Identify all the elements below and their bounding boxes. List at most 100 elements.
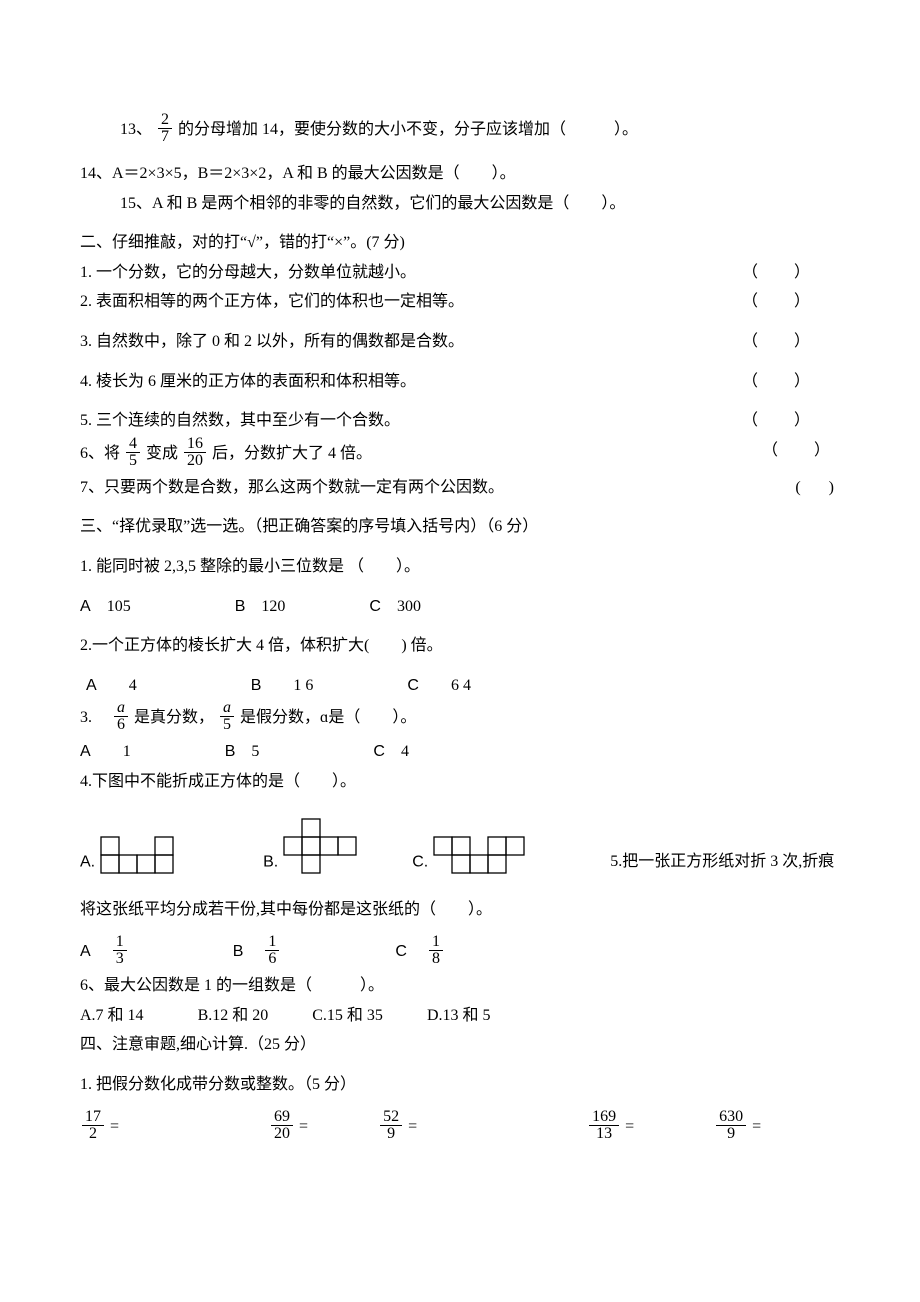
sec3-q2-C: C 6 4 xyxy=(407,673,471,699)
sec2-item-2-text: 2. 表面积相等的两个正方体，它们的体积也一定相等。 xyxy=(80,289,464,315)
s4f4d: 13 xyxy=(589,1126,619,1142)
sec2-title: 二、仔细推敲，对的打“√”，错的打“×”。(7 分) xyxy=(80,230,840,256)
sec2-item-1-text: 1. 一个分数，它的分母越大，分数单位就越小。 xyxy=(80,260,416,286)
sec2-item-2-paren: （ ） xyxy=(742,289,840,315)
sec4-frac-2: 6920 = xyxy=(269,1111,308,1144)
sec2-item-1-paren: （ ） xyxy=(742,260,840,286)
sec3-q2-C-val: 6 4 xyxy=(451,673,471,699)
sec4-eq-2: = xyxy=(299,1119,308,1136)
sec3-q1-C: C 300 xyxy=(369,594,421,620)
sec2-item-3-text: 3. 自然数中，除了 0 和 2 以外，所有的偶数都是合数。 xyxy=(80,329,464,355)
sec3-q3-f1-den: 6 xyxy=(114,717,128,733)
sec3-q6-A: A.7 和 14 xyxy=(80,1003,144,1029)
sec4-frac-1: 172 = xyxy=(80,1111,119,1144)
sec2-6-f2-den: 20 xyxy=(184,453,206,469)
sec3-q5-C-den: 8 xyxy=(429,951,443,967)
sec3-q5-stem-a: 5.把一张正方形纸对折 3 次,折痕 xyxy=(610,849,834,875)
sec3-q2-B-val: 1 6 xyxy=(293,673,313,699)
sec4-title: 四、注意审题,细心计算.（25 分） xyxy=(80,1032,840,1058)
sec2-item-3-paren: （ ） xyxy=(742,329,840,355)
sec3-title: 三、“择优录取”选一选。（把正确答案的序号填入括号内）（6 分） xyxy=(80,514,840,540)
sec3-q6-C: C.15 和 35 xyxy=(312,1003,383,1029)
sec3-q5-C: C 1 8 xyxy=(395,936,445,969)
sec4-frac-5: 6309 = xyxy=(714,1111,761,1144)
s4f3n: 52 xyxy=(380,1109,402,1126)
sec3-q3-f1: a 6 xyxy=(114,700,128,733)
sec3-q5-A-den: 3 xyxy=(113,951,127,967)
sec3-q4-B: B. xyxy=(263,817,358,875)
sec3-q3-f2: a 5 xyxy=(220,700,234,733)
sec3-q3-mid2: 是假分数，ɑ是（ ）。 xyxy=(240,709,416,726)
sec4-frac-row: 172 = 6920 = 529 = 16913 = 6309 = xyxy=(80,1111,840,1144)
sec3-q1-A: A 105 xyxy=(80,594,131,620)
sec2-item-6: 6、将 4 5 变成 16 20 后，分数扩大了 4 倍。 （ ） xyxy=(80,438,840,471)
sec3-q5-A-num: 1 xyxy=(113,934,127,951)
sec3-q2-B: B 1 6 xyxy=(251,673,314,699)
sec2-item-3: 3. 自然数中，除了 0 和 2 以外，所有的偶数都是合数。 （ ） xyxy=(80,329,840,355)
sec2-item-1: 1. 一个分数，它的分母越大，分数单位就越小。 （ ） xyxy=(80,260,840,286)
sec3-q6-opts: A.7 和 14 B.12 和 20 C.15 和 35 D.13 和 5 xyxy=(80,1003,840,1029)
sec3-q5-stem-b: 将这张纸平均分成若干份,其中每份都是这张纸的（ ）。 xyxy=(80,897,840,923)
sec3-q6-D: D.13 和 5 xyxy=(427,1003,491,1029)
sec4-frac-4: 16913 = xyxy=(587,1111,634,1144)
cube-net-c-icon xyxy=(432,835,526,875)
sec2-item-5: 5. 三个连续的自然数，其中至少有一个合数。 （ ） xyxy=(80,408,840,434)
s4f4n: 169 xyxy=(589,1109,619,1126)
sec3-q3-A: A 1 xyxy=(80,739,131,765)
cube-net-b-icon xyxy=(282,817,358,875)
s4f2n: 69 xyxy=(271,1109,293,1126)
sec2-item-6-mid: 变成 xyxy=(146,445,178,462)
sec2-item-6-pre: 6、将 xyxy=(80,445,120,462)
sec2-item-7-text: 7、只要两个数是合数，那么这两个数就一定有两个公因数。 xyxy=(80,475,504,501)
sec2-item-6-paren: （ ） xyxy=(762,438,840,471)
sec3-q3-opts: A 1 B 5 C 4 xyxy=(80,739,840,765)
sec2-6-f2-num: 16 xyxy=(184,436,206,453)
sec2-item-4-paren: （ ） xyxy=(742,369,840,395)
s4f5d: 9 xyxy=(716,1126,746,1142)
sec2-item-5-paren: （ ） xyxy=(742,408,840,434)
sec3-q4-A-label: A. xyxy=(80,853,95,870)
q13-prefix: 13、 xyxy=(120,121,152,138)
s4f1n: 17 xyxy=(82,1109,104,1126)
sec2-item-6-post: 后，分数扩大了 4 倍。 xyxy=(212,445,372,462)
sec3-q4-C: C. xyxy=(412,835,526,875)
sec2-item-5-text: 5. 三个连续的自然数，其中至少有一个合数。 xyxy=(80,408,400,434)
q13-rest: 的分母增加 14，要使分数的大小不变，分子应该增加（ ）。 xyxy=(178,121,638,138)
sec3-q3-C-val: 4 xyxy=(401,739,409,765)
sec4-eq-3: = xyxy=(408,1119,417,1136)
sec3-q5-C-num: 1 xyxy=(429,934,443,951)
sec3-q6-stem: 6、最大公因数是 1 的一组数是（ ）。 xyxy=(80,973,840,999)
s4f1d: 2 xyxy=(82,1126,104,1142)
sec4-eq-5: = xyxy=(752,1119,761,1136)
sec3-q2-opts: A 4 B 1 6 C 6 4 xyxy=(80,673,840,699)
sec4-frac-3: 529 = xyxy=(378,1111,417,1144)
sec2-item-6-text: 6、将 4 5 变成 16 20 后，分数扩大了 4 倍。 xyxy=(80,438,372,471)
sec3-q3-f2-num: a xyxy=(220,700,234,717)
sec3-q3-stem: 3. a 6 是真分数， a 5 是假分数，ɑ是（ ）。 xyxy=(80,702,840,735)
sec3-q5-A-frac: 1 3 xyxy=(113,934,127,967)
sec3-q2-A-val: 4 xyxy=(129,673,137,699)
sec3-q5-B: B 1 6 xyxy=(233,936,282,969)
s4f3d: 9 xyxy=(380,1126,402,1142)
sec3-q4-figures: A. B. xyxy=(80,817,840,875)
q13-frac-num: 2 xyxy=(158,112,172,129)
sec2-item-6-frac1: 4 5 xyxy=(126,436,140,469)
sec3-q4-C-label: C. xyxy=(412,853,428,870)
q13-frac: 2 7 xyxy=(158,112,172,145)
sec3-q5-B-frac: 1 6 xyxy=(265,934,279,967)
sec3-q6-B: B.12 和 20 xyxy=(198,1003,269,1029)
sec3-q3-B: B 5 xyxy=(225,739,260,765)
sec3-q5-C-frac: 1 8 xyxy=(429,934,443,967)
sec2-item-4-text: 4. 棱长为 6 厘米的正方体的表面积和体积相等。 xyxy=(80,369,416,395)
q13: 13、 2 7 的分母增加 14，要使分数的大小不变，分子应该增加（ ）。 xyxy=(80,114,840,147)
sec4-eq-4: = xyxy=(625,1119,634,1136)
sec3-q2-A: A 4 xyxy=(86,673,137,699)
s4f5n: 630 xyxy=(716,1109,746,1126)
sec3-q3-A-val: 1 xyxy=(123,739,131,765)
sec3-q1-A-val: 105 xyxy=(107,594,131,620)
sec4-eq-1: = xyxy=(110,1119,119,1136)
q13-frac-den: 7 xyxy=(158,129,172,145)
sec2-item-6-frac2: 16 20 xyxy=(184,436,206,469)
sec4-q1: 1. 把假分数化成带分数或整数。（5 分） xyxy=(80,1072,840,1098)
sec3-q5-opts: A 1 3 B 1 6 C 1 8 xyxy=(80,936,840,969)
